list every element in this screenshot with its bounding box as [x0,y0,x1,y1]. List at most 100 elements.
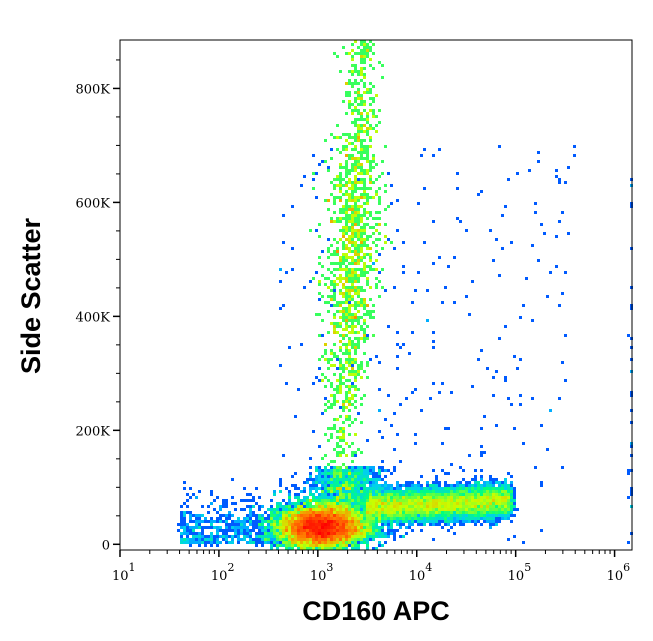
density-bin [363,85,366,88]
density-bin [462,514,465,517]
density-bin [375,535,378,538]
density-bin [480,478,483,481]
density-bin [348,529,351,532]
density-bin [492,505,495,508]
density-bin [402,514,405,517]
density-bin [354,271,357,274]
density-bin [270,511,273,514]
density-bin [345,478,348,481]
density-bin [360,337,363,340]
density-bin [357,172,360,175]
density-bin [477,502,480,505]
density-bin [357,508,360,511]
density-bin [369,181,372,184]
density-bin [219,526,222,529]
density-bin [486,493,489,496]
density-bin [354,97,357,100]
density-bin [183,487,186,490]
density-bin [390,523,393,526]
density-bin [345,310,348,313]
density-bin [282,520,285,523]
density-bin [321,547,324,550]
density-bin [360,142,363,145]
density-bin [249,520,252,523]
density-bin [321,541,324,544]
density-bin [351,214,354,217]
density-bin [333,202,336,205]
density-bin [357,112,360,115]
density-bin [237,532,240,535]
density-bin [426,499,429,502]
density-bin [495,523,498,526]
density-bin [384,541,387,544]
density-bin [354,304,357,307]
density-bin [225,502,228,505]
density-bin [336,493,339,496]
density-bin [342,166,345,169]
density-bin [342,301,345,304]
density-bin [195,541,198,544]
density-bin [360,235,363,238]
density-bin [264,526,267,529]
density-bin [282,541,285,544]
density-bin [408,493,411,496]
density-bin [513,508,516,511]
density-bin [402,508,405,511]
density-bin [285,538,288,541]
density-bin [336,478,339,481]
density-bin [318,469,321,472]
density-bin [408,514,411,517]
density-bin [477,490,480,493]
density-bin [378,490,381,493]
density-bin [351,49,354,52]
density-bin [510,499,513,502]
density-bin [366,529,369,532]
density-bin [309,541,312,544]
density-bin [354,388,357,391]
density-bin [255,535,258,538]
density-bin [501,487,504,490]
density-bin [306,532,309,535]
density-bin [375,472,378,475]
density-bin [327,238,330,241]
density-bin [366,508,369,511]
density-bin [378,487,381,490]
density-bin [333,187,336,190]
density-bin [351,373,354,376]
density-bin [360,274,363,277]
density-bin [177,529,180,532]
density-bin [345,217,348,220]
density-bin [345,481,348,484]
density-bin [345,247,348,250]
density-bin [327,358,330,361]
density-bin [222,514,225,517]
density-bin [366,130,369,133]
density-bin [540,484,543,487]
density-bin [294,514,297,517]
density-bin [372,517,375,520]
density-bin [336,310,339,313]
density-bin [336,514,339,517]
density-bin [342,268,345,271]
density-bin [402,499,405,502]
density-bin [444,505,447,508]
density-bin [360,493,363,496]
density-bin [351,484,354,487]
density-bin [345,454,348,457]
density-bin [354,316,357,319]
density-bin [312,535,315,538]
density-bin [537,151,540,154]
density-bin [492,376,495,379]
density-bin [357,277,360,280]
density-bin [453,505,456,508]
density-bin [354,433,357,436]
density-bin [348,520,351,523]
density-bin [417,271,420,274]
density-bin [321,250,324,253]
density-bin [357,94,360,97]
density-bin [312,508,315,511]
density-bin [369,469,372,472]
density-bin [363,301,366,304]
density-bin [234,532,237,535]
density-bin [495,478,498,481]
